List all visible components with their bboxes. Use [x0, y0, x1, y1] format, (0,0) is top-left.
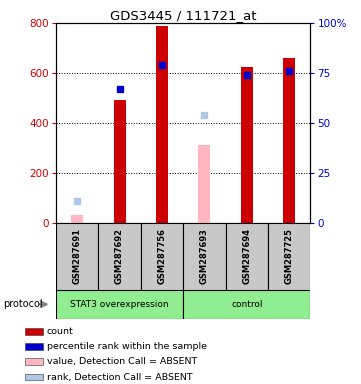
Text: GSM287694: GSM287694	[242, 228, 251, 284]
Bar	[71, 215, 83, 223]
Text: GSM287691: GSM287691	[73, 228, 82, 284]
Bar	[25, 374, 43, 380]
Text: count: count	[47, 327, 74, 336]
Bar	[183, 223, 226, 290]
Text: GSM287693: GSM287693	[200, 228, 209, 284]
Bar	[25, 358, 43, 365]
Text: control: control	[231, 300, 262, 309]
Bar	[283, 58, 295, 223]
Text: GSM287756: GSM287756	[157, 228, 166, 284]
Bar	[56, 290, 183, 319]
Text: GSM287692: GSM287692	[115, 228, 124, 284]
Title: GDS3445 / 111721_at: GDS3445 / 111721_at	[110, 9, 256, 22]
Bar	[56, 223, 98, 290]
Bar	[183, 290, 310, 319]
Text: STAT3 overexpression: STAT3 overexpression	[70, 300, 169, 309]
Bar	[156, 25, 168, 223]
Bar	[241, 67, 253, 223]
Text: protocol: protocol	[4, 299, 43, 310]
Bar	[25, 343, 43, 350]
Bar	[199, 146, 210, 223]
Bar	[226, 223, 268, 290]
Text: GSM287725: GSM287725	[285, 228, 294, 284]
Text: percentile rank within the sample: percentile rank within the sample	[47, 342, 207, 351]
Text: rank, Detection Call = ABSENT: rank, Detection Call = ABSENT	[47, 372, 192, 382]
Bar	[98, 223, 141, 290]
Bar	[114, 101, 126, 223]
Bar	[141, 223, 183, 290]
Text: value, Detection Call = ABSENT: value, Detection Call = ABSENT	[47, 358, 197, 366]
Bar	[268, 223, 310, 290]
Bar	[25, 328, 43, 334]
